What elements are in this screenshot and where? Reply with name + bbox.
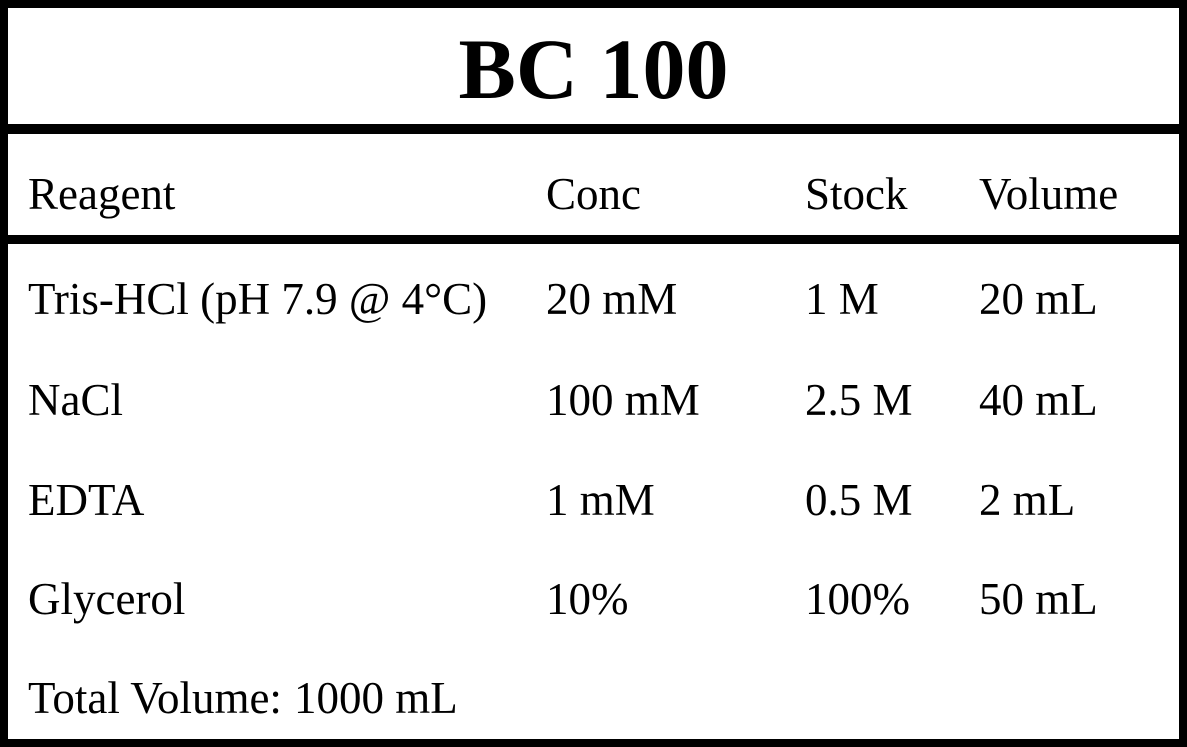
cell-reagent: Tris-HCl (pH 7.9 @ 4°C) (28, 274, 488, 324)
table-body: Tris-HCl (pH 7.9 @ 4°C) 20 mM 1 M 20 mL … (8, 244, 1179, 739)
header-volume: Volume (979, 169, 1119, 219)
cell-volume: 20 mL (979, 274, 1098, 324)
cell-reagent: EDTA (28, 475, 145, 525)
cell-volume: 40 mL (979, 375, 1098, 425)
table-row: Tris-HCl (pH 7.9 @ 4°C) 20 mM 1 M 20 mL (8, 244, 1179, 344)
cell-stock: 100% (805, 574, 910, 624)
cell-conc: 100 mM (546, 375, 700, 425)
cell-conc: 20 mM (546, 274, 678, 324)
title-bar: BC 100 (8, 8, 1179, 134)
cell-conc: 1 mM (546, 475, 655, 525)
header-stock: Stock (805, 169, 908, 219)
table-header-row: Reagent Conc Stock Volume (8, 134, 1179, 244)
header-conc: Conc (546, 169, 641, 219)
table-row: EDTA 1 mM 0.5 M 2 mL (8, 445, 1179, 545)
cell-reagent: Glycerol (28, 574, 186, 624)
cell-conc: 10% (546, 574, 629, 624)
total-volume: Total Volume: 1000 mL (28, 676, 458, 721)
cell-volume: 2 mL (979, 475, 1076, 525)
table-row: Glycerol 10% 100% 50 mL (8, 544, 1179, 644)
cell-stock: 0.5 M (805, 475, 913, 525)
cell-volume: 50 mL (979, 574, 1098, 624)
table-row: NaCl 100 mM 2.5 M 40 mL (8, 345, 1179, 445)
header-reagent: Reagent (28, 169, 176, 219)
cell-stock: 2.5 M (805, 375, 913, 425)
recipe-title: BC 100 (458, 21, 729, 117)
total-volume-label: Total Volume: (28, 673, 282, 723)
cell-reagent: NaCl (28, 375, 123, 425)
total-volume-value: 1000 mL (293, 673, 458, 723)
cell-stock: 1 M (805, 274, 879, 324)
